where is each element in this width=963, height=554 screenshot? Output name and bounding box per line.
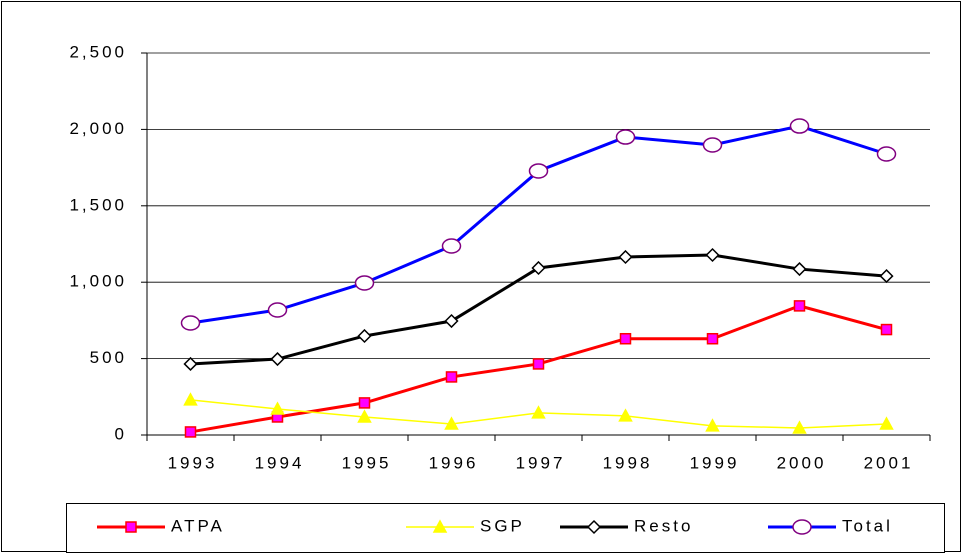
- x-tick-label: 1993: [168, 453, 218, 472]
- x-tick-label: 2001: [864, 453, 914, 472]
- marker: [357, 328, 372, 344]
- marker: [705, 247, 720, 263]
- x-tick-label: 1997: [516, 453, 566, 472]
- marker: [615, 129, 636, 145]
- marker: [444, 313, 459, 329]
- marker: [792, 261, 807, 277]
- x-tick-label: 1999: [690, 453, 740, 472]
- x-tick-label: 1994: [255, 453, 305, 472]
- y-tick-label: 1,500: [69, 195, 127, 214]
- legend-label: ATPA: [171, 516, 225, 535]
- marker: [432, 519, 448, 533]
- marker: [793, 300, 806, 312]
- marker: [792, 420, 807, 434]
- x-tick-label: 1996: [429, 453, 479, 472]
- marker: [183, 356, 198, 372]
- marker: [267, 302, 288, 318]
- y-tick-label: 0: [115, 424, 127, 443]
- marker: [270, 351, 285, 367]
- marker: [444, 416, 459, 430]
- marker: [531, 260, 546, 276]
- legend-label: SGP: [480, 516, 525, 535]
- y-tick-label: 2,500: [69, 42, 127, 61]
- marker: [619, 332, 632, 345]
- marker: [531, 405, 546, 419]
- marker: [358, 397, 371, 409]
- legend-label: Resto: [634, 516, 693, 535]
- marker: [586, 519, 602, 535]
- marker: [618, 249, 633, 265]
- marker: [532, 358, 545, 370]
- marker: [876, 146, 897, 162]
- y-tick-label: 500: [90, 348, 127, 367]
- marker: [441, 238, 462, 254]
- y-tick-label: 2,000: [69, 119, 127, 138]
- legend-label: Total: [842, 516, 893, 535]
- marker: [354, 275, 375, 291]
- x-tick-label: 2000: [777, 453, 827, 472]
- marker: [792, 519, 812, 535]
- x-tick-label: 1998: [603, 453, 653, 472]
- marker: [705, 418, 720, 432]
- marker: [789, 118, 810, 134]
- marker: [618, 408, 633, 422]
- marker: [879, 416, 894, 430]
- marker: [702, 137, 723, 153]
- marker: [125, 521, 137, 533]
- marker: [180, 315, 201, 331]
- marker: [880, 323, 893, 336]
- marker: [879, 269, 894, 284]
- x-tick-label: 1995: [342, 453, 392, 472]
- marker: [357, 409, 372, 423]
- marker: [445, 371, 458, 383]
- marker: [184, 426, 197, 438]
- marker: [270, 401, 285, 415]
- y-tick-label: 1,000: [69, 272, 127, 291]
- marker: [706, 332, 719, 345]
- marker: [528, 163, 549, 179]
- marker: [183, 392, 198, 406]
